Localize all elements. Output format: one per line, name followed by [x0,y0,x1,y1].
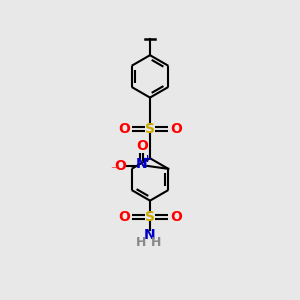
Text: O: O [170,210,182,224]
Text: N: N [144,228,156,242]
Text: +: + [143,154,152,164]
Text: H: H [136,236,146,249]
Text: S: S [145,210,155,224]
Text: O: O [118,122,130,136]
Text: O: O [114,159,126,173]
Text: O: O [136,139,148,153]
Text: ⁻: ⁻ [110,165,117,178]
Text: N: N [136,158,148,171]
Text: S: S [145,122,155,136]
Text: H: H [151,236,161,249]
Text: O: O [170,122,182,136]
Text: O: O [118,210,130,224]
